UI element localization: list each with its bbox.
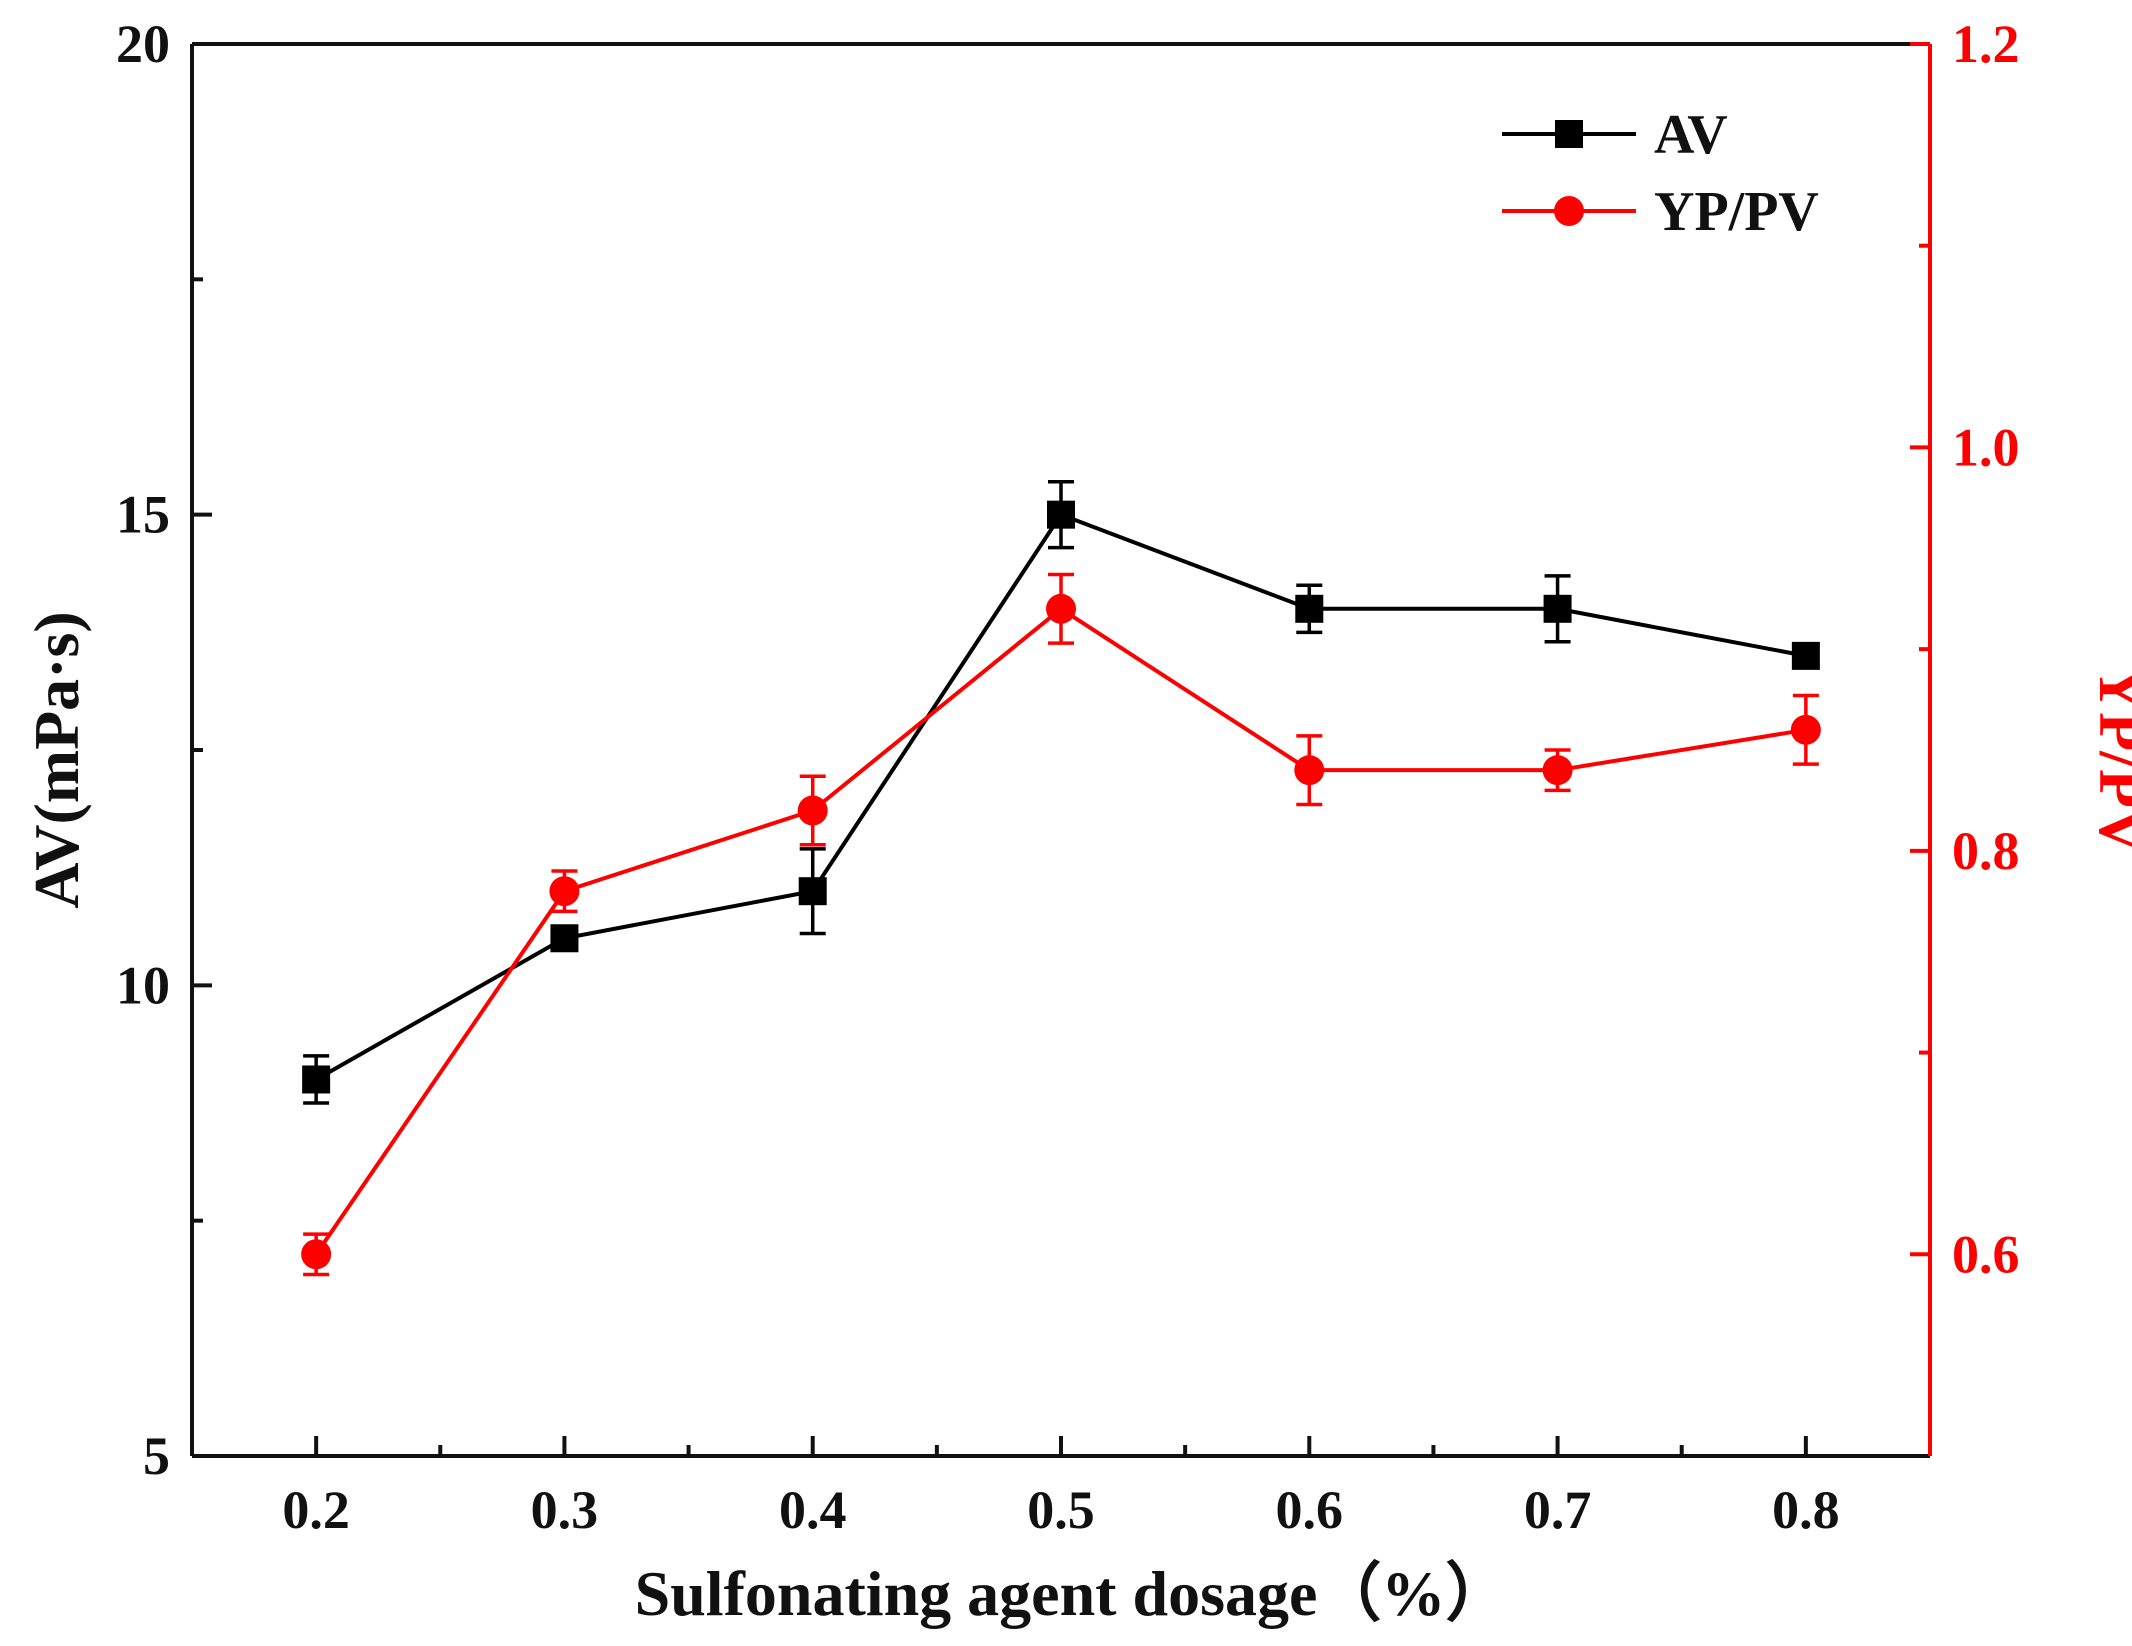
y-tick-label-left: 15 [116,485,170,545]
legend-marker-av [1555,120,1583,148]
legend-item-yppv: YP/PV [1502,181,1819,243]
series-line-yppv [314,606,1807,1256]
data-point-av [1543,594,1572,623]
data-point-yppv [549,876,580,907]
axes-group: 5 10 15 20 0.6 0.8 1.0 1.2 0.2 0.3 0.4 0.5 0.6 0.7 0.8 [116,14,2020,1540]
x-tick-label: 0.3 [531,1480,599,1540]
legend-label-yppv: YP/PV [1654,181,1819,243]
y-tick-label-right: 1.0 [1952,417,2020,477]
x-tick-label: 0.4 [779,1480,847,1540]
data-point-av [550,924,579,953]
legend-marker-yppv [1554,196,1584,226]
series-yppv [301,572,1821,1277]
y-tick-label-right: 0.8 [1952,821,2020,881]
x-tick-label: 0.2 [282,1480,350,1540]
x-tick-label: 0.5 [1027,1480,1095,1540]
data-point-av [302,1065,331,1094]
data-point-yppv [301,1239,332,1270]
data-point-av [1791,641,1820,670]
x-tick-label: 0.6 [1276,1480,1344,1540]
x-axis-title: Sulfonating agent dosage（%） [635,1558,1510,1629]
data-point-yppv [797,795,828,826]
series-group [301,479,1821,1277]
data-point-yppv [1542,755,1573,786]
data-point-av [1047,500,1075,529]
legend: AV YP/PV [1502,104,1819,243]
data-point-av [1295,594,1324,623]
legend-item-av: AV [1502,104,1728,166]
y-tick-label-left: 10 [116,955,170,1015]
data-point-yppv [1046,593,1076,624]
data-point-av [798,877,827,906]
x-tick-label: 0.7 [1524,1480,1592,1540]
data-point-yppv [1294,755,1325,786]
y-tick-label-right: 1.2 [1952,14,2020,74]
legend-label-av: AV [1654,104,1728,166]
y-tick-label-left: 5 [143,1426,170,1486]
y-axis-title-right: YP/PV [2086,666,2132,854]
x-tick-label: 0.8 [1772,1480,1840,1540]
y-axis-title-left: AV(mPa·s) [21,611,92,908]
data-point-yppv [1790,714,1821,745]
y-tick-label-right: 0.6 [1952,1224,2020,1284]
series-av [302,479,1820,1105]
y-tick-label-left: 20 [116,14,170,74]
